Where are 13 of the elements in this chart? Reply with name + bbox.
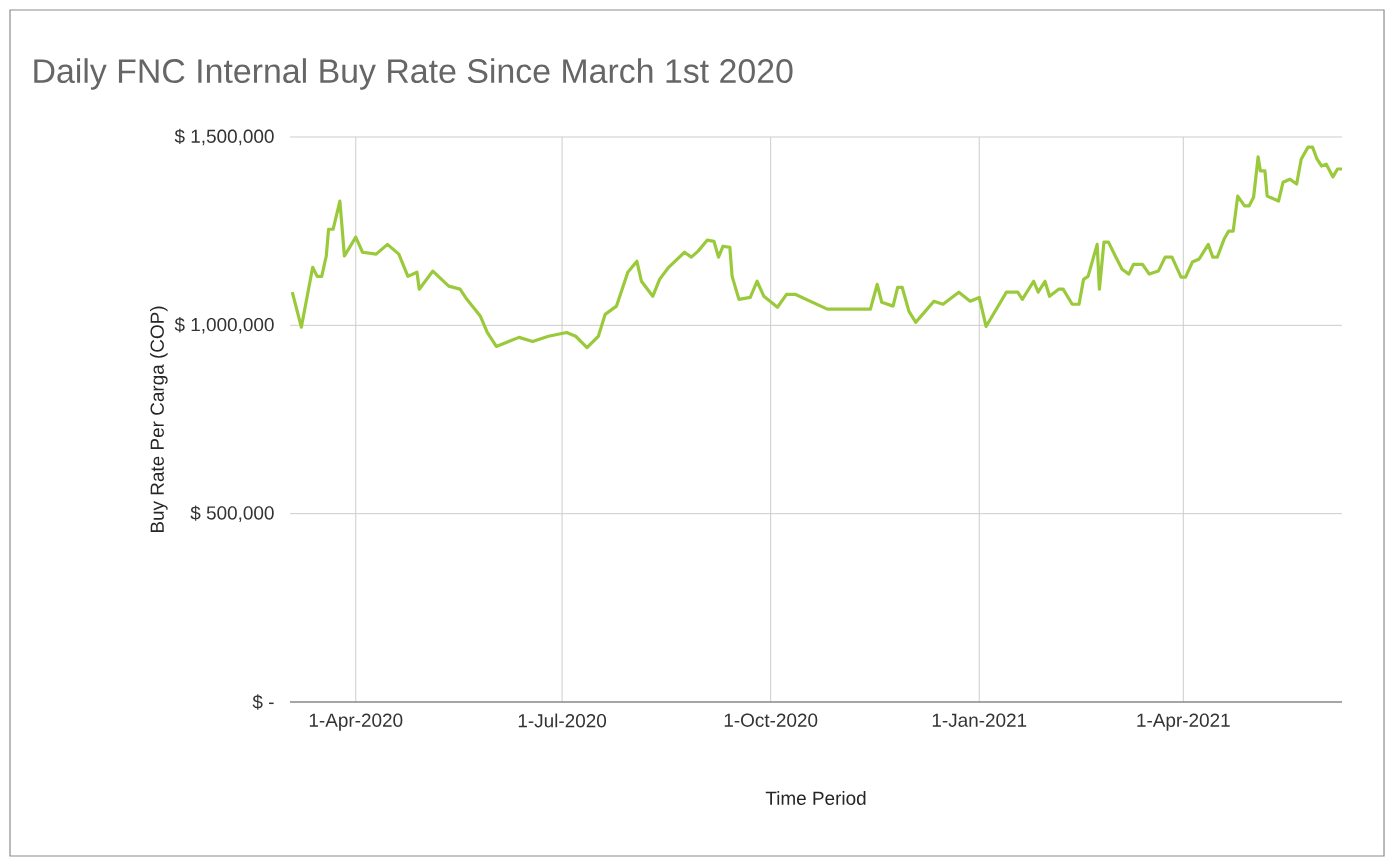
y-tick-label: $ 1,500,000 xyxy=(174,128,274,146)
y-axis-title: Buy Rate Per Carga (COP) xyxy=(150,306,168,533)
chart-title: Daily FNC Internal Buy Rate Since March 1st 2020 xyxy=(34,58,793,90)
y-tick-label: $ 1,000,000 xyxy=(174,317,274,334)
line-series xyxy=(290,145,1344,350)
y-tick-label: $ 500,000 xyxy=(190,505,274,522)
x-tick-label: 1-Apr-2021 xyxy=(1137,713,1230,731)
y-tick-label: $ - xyxy=(252,694,274,710)
x-axis-title: Time Period xyxy=(765,791,866,805)
x-tick-label: 1-Oct-2020 xyxy=(724,713,818,727)
x-tick-label: 1-Jul-2020 xyxy=(518,713,607,728)
x-tick-label: 1-Apr-2020 xyxy=(309,713,403,731)
x-tick-label: 1-Jan-2021 xyxy=(932,713,1027,727)
